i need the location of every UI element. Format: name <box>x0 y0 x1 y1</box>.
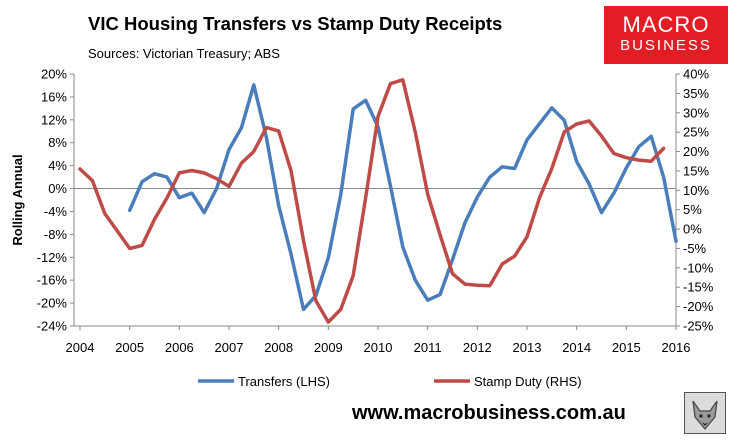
y-left-tick-label: 16% <box>41 89 67 104</box>
x-axis-ticks: 2004 2005 2006 2007 2008 2009 2010 2011 2012 2013… <box>66 326 691 355</box>
x-tick-label: 2004 <box>66 340 95 355</box>
y-left-tick-label: -24% <box>37 319 68 334</box>
y-left-tick-label: 12% <box>41 112 67 127</box>
y-right-tick-label: 25% <box>683 125 709 140</box>
y-right-tick-label: 40% <box>683 67 709 82</box>
legend-label: Stamp Duty (RHS) <box>474 374 582 389</box>
series-lines <box>78 78 678 324</box>
x-tick-label: 2009 <box>314 340 343 355</box>
y-right-tick-label: -20% <box>683 299 714 314</box>
y-left-tick-label: -12% <box>37 250 68 265</box>
x-tick-label: 2010 <box>364 340 393 355</box>
chart-subtitle: Sources: Victorian Treasury; ABS <box>88 46 280 61</box>
y-right-tick-label: -10% <box>683 260 714 275</box>
y-left-tick-label: 20% <box>41 67 67 82</box>
x-tick-label: 2007 <box>215 340 244 355</box>
macrobusiness-logo: MACRO BUSINESS <box>604 6 728 64</box>
y-left-tick-label: -4% <box>44 204 68 219</box>
logo-line-2: BUSINESS <box>620 37 712 54</box>
series-line-stamp-duty <box>78 78 666 324</box>
y-left-tick-label: 4% <box>48 158 67 173</box>
left-y-axis-ticks: 20% 16% 12% 8% 4% 0% -4% -8% -12% -16% -20% -24% <box>37 67 74 334</box>
y-right-tick-label: -5% <box>683 241 707 256</box>
y-left-tick-label: -16% <box>37 273 68 288</box>
y-right-tick-label: 5% <box>683 202 702 217</box>
fox-mascot-icon <box>684 392 726 434</box>
x-tick-label: 2016 <box>662 340 691 355</box>
x-tick-label: 2011 <box>414 340 442 355</box>
x-tick-label: 2012 <box>463 340 492 355</box>
series-line-transfers <box>127 83 678 312</box>
plot-area <box>73 74 677 327</box>
x-tick-label: 2005 <box>115 340 144 355</box>
y-left-tick-label: 0% <box>48 181 67 196</box>
y-right-tick-label: 0% <box>683 222 702 237</box>
y-right-tick-label: -15% <box>683 280 714 295</box>
legend: Transfers (LHS) Stamp Duty (RHS) <box>198 374 582 389</box>
x-tick-label: 2013 <box>513 340 542 355</box>
website-link[interactable]: www.macrobusiness.com.au <box>352 402 626 424</box>
chart-title: VIC Housing Transfers vs Stamp Duty Rece… <box>88 13 502 34</box>
y-left-tick-label: -8% <box>44 227 68 242</box>
y-right-tick-label: -25% <box>683 319 714 334</box>
right-y-axis-ticks: 40% 35% 30% 25% 20% 15% 10% 5% 0% -5% -10% -15% -20%… <box>676 67 714 334</box>
y-right-tick-label: 10% <box>683 183 709 198</box>
y-right-tick-label: 30% <box>683 105 709 120</box>
y-right-tick-label: 20% <box>683 144 709 159</box>
logo-line-1: MACRO <box>622 12 710 37</box>
legend-label: Transfers (LHS) <box>238 374 330 389</box>
x-tick-label: 2014 <box>562 340 591 355</box>
y-right-tick-label: 15% <box>683 163 709 178</box>
y-left-tick-label: -20% <box>37 296 68 311</box>
x-tick-label: 2006 <box>165 340 194 355</box>
y-right-tick-label: 35% <box>683 86 709 101</box>
x-tick-label: 2008 <box>264 340 293 355</box>
y-axis-title: Rolling Annual <box>10 154 25 245</box>
y-left-tick-label: 8% <box>48 135 67 150</box>
x-tick-label: 2015 <box>612 340 641 355</box>
